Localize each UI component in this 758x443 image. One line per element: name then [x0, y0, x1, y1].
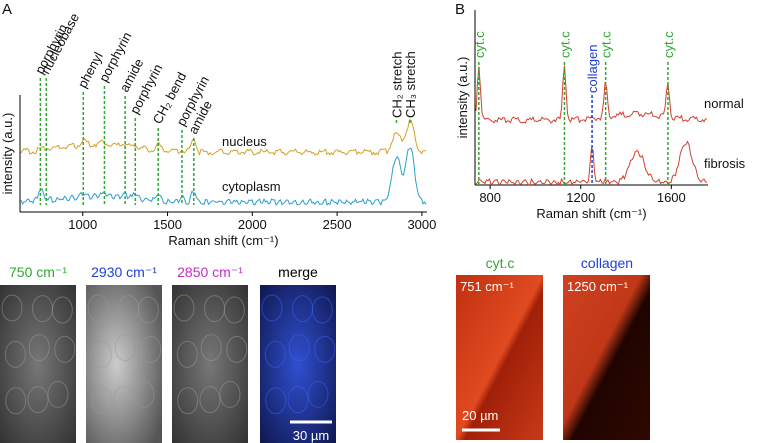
- cell: [90, 340, 112, 368]
- cell: [27, 386, 49, 414]
- cell: [140, 335, 162, 363]
- x-tick-label: 2500: [323, 217, 352, 232]
- cell: [51, 296, 73, 324]
- peak-label: collagen: [585, 45, 600, 93]
- x-axis-label: Raman shift (cm⁻¹): [168, 233, 278, 248]
- x-tick-label: 1200: [566, 190, 595, 205]
- cell: [114, 334, 136, 362]
- spectrum: [20, 147, 427, 207]
- cell: [87, 294, 109, 322]
- cell: [199, 386, 221, 414]
- image-label: 751 cm⁻¹: [460, 279, 514, 294]
- cell: [223, 296, 245, 324]
- x-tick-label: 1600: [657, 190, 686, 205]
- series-label: cytoplasm: [222, 179, 281, 194]
- series-label: nucleus: [222, 134, 267, 149]
- micrograph: [172, 285, 248, 443]
- cell: [265, 387, 287, 415]
- peak-label: cyt.c: [557, 31, 572, 58]
- micrograph: [86, 285, 162, 443]
- peak-label: cyt.c: [661, 31, 676, 58]
- cell: [47, 380, 69, 408]
- micrograph: [0, 285, 76, 443]
- peak-label: CH₃ stretch: [403, 51, 418, 118]
- micrograph: [563, 275, 650, 440]
- x-tick-label: 1500: [153, 217, 182, 232]
- image-label: 750 cm⁻¹: [9, 264, 67, 280]
- image-title: collagen: [581, 255, 633, 271]
- spectrum: [475, 140, 708, 187]
- x-tick-label: 800: [479, 190, 501, 205]
- peak-label: CH₂ stretch: [389, 52, 404, 118]
- peak-label: cyt.c: [472, 31, 487, 58]
- cell: [288, 334, 310, 362]
- image-label: merge: [278, 264, 318, 280]
- y-axis-label: intensity (a.u.): [455, 57, 470, 139]
- micrograph: [260, 285, 336, 443]
- cell: [173, 294, 195, 322]
- cell: [264, 340, 286, 368]
- scale-label: 20 µm: [462, 408, 498, 423]
- panel-label: A: [2, 1, 12, 18]
- x-axis-label: Raman shift (cm⁻¹): [536, 206, 646, 221]
- micrograph: [456, 275, 543, 440]
- cell: [200, 334, 222, 362]
- cell: [261, 294, 283, 322]
- cell: [91, 387, 113, 415]
- peak-label: cyt.c: [599, 31, 614, 58]
- cell: [28, 334, 50, 362]
- x-tick-label: 2000: [238, 217, 267, 232]
- image-label: 2930 cm⁻¹: [91, 264, 157, 280]
- cell: [177, 387, 199, 415]
- cell: [311, 296, 333, 324]
- series-label: fibrosis: [704, 156, 746, 171]
- cell: [133, 380, 155, 408]
- y-axis-label: intensity (a.u.): [0, 113, 15, 195]
- cell: [314, 335, 336, 363]
- image-label: 1250 cm⁻¹: [567, 279, 629, 294]
- cell: [176, 340, 198, 368]
- spectrum: [20, 119, 426, 157]
- cell: [5, 387, 27, 415]
- cell: [287, 386, 309, 414]
- cell: [137, 296, 159, 324]
- cell: [226, 335, 248, 363]
- image-title: cyt.c: [486, 255, 515, 271]
- image-label: 2850 cm⁻¹: [177, 264, 243, 280]
- scale-label: 30 µm: [293, 428, 329, 443]
- x-tick-label: 1000: [68, 217, 97, 232]
- x-tick-label: 3000: [407, 217, 436, 232]
- cell: [4, 340, 26, 368]
- series-label: normal: [704, 96, 744, 111]
- cell: [219, 380, 241, 408]
- panel-label: B: [455, 1, 465, 18]
- peak-label: nucleobase: [38, 11, 82, 77]
- cell: [1, 294, 23, 322]
- cell: [307, 380, 329, 408]
- cell: [54, 335, 76, 363]
- cell: [113, 386, 135, 414]
